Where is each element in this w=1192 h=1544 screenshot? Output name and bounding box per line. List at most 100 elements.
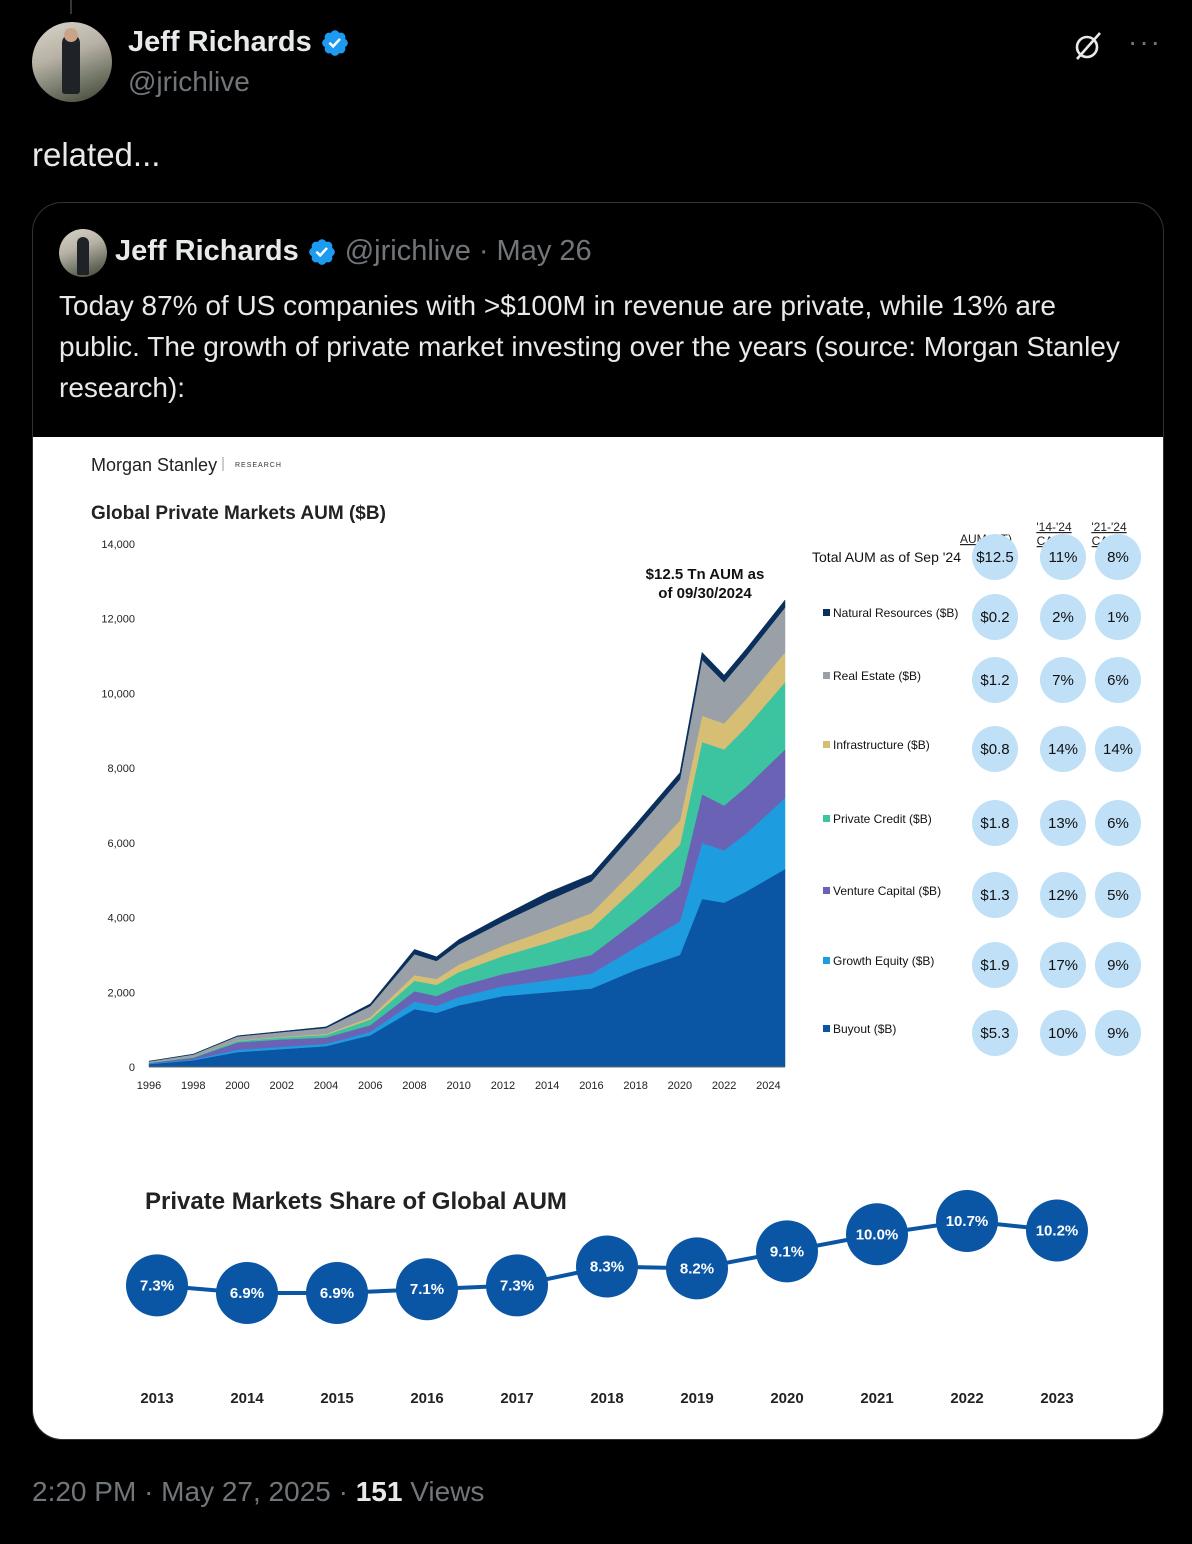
table-cell-value: 6% bbox=[1107, 672, 1129, 689]
brand-tag: RESEARCH bbox=[235, 462, 282, 469]
share-point bbox=[846, 1203, 908, 1266]
aum-annotation: $12.5 Tn AUM as bbox=[646, 566, 765, 583]
author-name[interactable]: Jeff Richards bbox=[128, 26, 312, 58]
table-row-label: Venture Capital ($B) bbox=[833, 884, 941, 898]
table-cell-bubble bbox=[1095, 534, 1141, 580]
y-tick-label: 6,000 bbox=[107, 838, 135, 850]
table-header: '14-'24 bbox=[1036, 520, 1072, 534]
footer-separator: · bbox=[144, 1476, 154, 1507]
tweet-date[interactable]: May 27, 2025 bbox=[161, 1476, 331, 1507]
share-point bbox=[756, 1220, 818, 1283]
table-cell-bubble bbox=[972, 726, 1018, 772]
table-cell-value: $0.2 bbox=[980, 609, 1009, 626]
table-cell-bubble bbox=[972, 534, 1018, 580]
x-tick-label: 2018 bbox=[623, 1080, 647, 1092]
quoted-avatar[interactable] bbox=[59, 229, 107, 277]
legend-swatch bbox=[823, 887, 830, 894]
avatar[interactable] bbox=[32, 22, 112, 102]
author-name-row[interactable]: Jeff Richards bbox=[128, 26, 350, 59]
share-point bbox=[486, 1254, 548, 1317]
table-cell-value: $1.3 bbox=[980, 887, 1009, 904]
table-cell-bubble bbox=[1040, 1010, 1086, 1056]
share-point-label: 9.1% bbox=[770, 1243, 804, 1260]
share-point bbox=[936, 1190, 998, 1252]
x-tick-label: 2008 bbox=[402, 1080, 426, 1092]
x-tick-label: 2000 bbox=[225, 1080, 249, 1092]
table-cell-value: $12.5 bbox=[976, 549, 1014, 566]
aum-chart-title: Global Private Markets AUM ($B) bbox=[91, 503, 386, 524]
legend-swatch bbox=[823, 672, 830, 679]
more-options-icon[interactable]: ··· bbox=[1128, 26, 1162, 57]
table-cell-bubble bbox=[972, 872, 1018, 918]
chart-image[interactable]: 14,000 12,000 10,000 8,000 6,000 4,000 2,000 0 1… bbox=[33, 437, 1163, 1439]
share-year-label: 2016 bbox=[410, 1390, 443, 1407]
chart-text-layer: Morgan Stanley RESEARCH Global Private Mar… bbox=[91, 455, 764, 602]
share-year-label: 2015 bbox=[320, 1390, 353, 1407]
y-tick-label: 0 bbox=[129, 1062, 135, 1074]
share-year-label: 2019 bbox=[680, 1390, 713, 1407]
tweet-time[interactable]: 2:20 PM bbox=[32, 1476, 137, 1507]
share-point-label: 10.0% bbox=[856, 1226, 899, 1243]
table-row-label: Infrastructure ($B) bbox=[833, 738, 930, 752]
views-count[interactable]: 151 bbox=[355, 1476, 403, 1507]
quoted-verified-badge-icon bbox=[308, 238, 335, 265]
aum-table: AUM ($T)'14-'24CAGR'21-'24CAGRTotal AUM … bbox=[812, 520, 1141, 1056]
quoted-tweet[interactable]: Jeff Richards @jrichlive · May 26 Today … bbox=[32, 202, 1164, 1440]
table-cell-bubble bbox=[1040, 657, 1086, 703]
table-header: '21-'24 bbox=[1091, 520, 1127, 534]
table-cell-value: 2% bbox=[1052, 609, 1074, 626]
share-year-label: 2014 bbox=[230, 1390, 264, 1407]
legend-swatch bbox=[823, 609, 830, 616]
tweet-text: related... bbox=[32, 136, 161, 173]
table-row-label: Growth Equity ($B) bbox=[833, 954, 934, 968]
x-tick-label: 2024 bbox=[756, 1080, 780, 1092]
y-tick-label: 12,000 bbox=[101, 614, 135, 626]
table-cell-bubble bbox=[1095, 872, 1141, 918]
aum-area-layers bbox=[148, 599, 786, 1068]
table-cell-bubble bbox=[1095, 657, 1141, 703]
x-tick-label: 1998 bbox=[181, 1080, 205, 1092]
table-cell-bubble bbox=[1040, 872, 1086, 918]
share-point-label: 7.1% bbox=[410, 1281, 444, 1298]
share-point bbox=[576, 1235, 638, 1298]
x-tick-label: 2012 bbox=[491, 1080, 515, 1092]
quoted-date[interactable]: May 26 bbox=[496, 235, 592, 267]
share-point-label: 7.3% bbox=[500, 1277, 534, 1294]
table-cell-value: $5.3 bbox=[980, 1025, 1009, 1042]
share-point-label: 10.2% bbox=[1036, 1222, 1079, 1239]
share-point bbox=[306, 1262, 368, 1324]
x-tick-label: 2010 bbox=[446, 1080, 470, 1092]
table-cell-bubble bbox=[972, 1010, 1018, 1056]
quoted-author-handle[interactable]: @jrichlive bbox=[344, 235, 471, 267]
share-point bbox=[396, 1258, 458, 1321]
share-point-label: 8.3% bbox=[590, 1258, 624, 1275]
author-handle[interactable]: @jrichlive bbox=[128, 66, 250, 97]
brand-name: Morgan Stanley bbox=[91, 455, 217, 475]
aum-annotation: of 09/30/2024 bbox=[658, 585, 752, 602]
share-year-label: 2017 bbox=[500, 1390, 533, 1407]
quoted-author-name[interactable]: Jeff Richards bbox=[115, 235, 299, 267]
table-cell-value: 10% bbox=[1048, 1025, 1078, 1042]
quoted-text: Today 87% of US companies with >$100M in… bbox=[59, 290, 1120, 403]
share-point bbox=[216, 1262, 278, 1324]
y-tick-label: 4,000 bbox=[107, 913, 135, 925]
share-point-label: 8.2% bbox=[680, 1260, 714, 1277]
share-year-label: 2020 bbox=[770, 1390, 803, 1407]
share-point bbox=[1026, 1199, 1088, 1262]
share-point-label: 10.7% bbox=[946, 1213, 989, 1230]
share-point-label: 7.3% bbox=[140, 1277, 174, 1294]
x-tick-label: 1996 bbox=[137, 1080, 161, 1092]
quoted-avatar-figure bbox=[77, 237, 89, 275]
aum-axes: 14,00012,00010,0008,0006,0004,0002,00001… bbox=[101, 539, 785, 1092]
legend-swatch bbox=[823, 957, 830, 964]
y-tick-label: 8,000 bbox=[107, 763, 135, 775]
x-tick-label: 2022 bbox=[712, 1080, 736, 1092]
grok-icon[interactable] bbox=[1072, 30, 1104, 62]
share-line-chart: Private Markets Share of Global AUM 7.3% 2… bbox=[126, 1188, 1088, 1407]
share-year-label: 2023 bbox=[1040, 1390, 1073, 1407]
quoted-separator: · bbox=[478, 235, 489, 267]
share-year-label: 2022 bbox=[950, 1390, 983, 1407]
table-cell-bubble bbox=[1040, 534, 1086, 580]
legend-swatch bbox=[823, 1025, 830, 1032]
table-cell-bubble bbox=[1095, 1010, 1141, 1056]
